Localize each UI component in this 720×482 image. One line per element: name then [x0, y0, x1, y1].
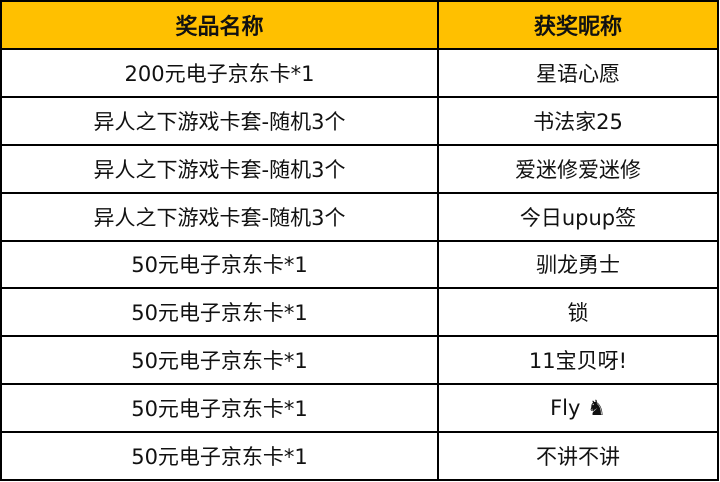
- prize-name-cell: 50元电子京东卡*1: [0, 239, 439, 290]
- table-row: 异人之下游戏卡套-随机3个 爱迷修爱迷修: [0, 143, 719, 194]
- table-row: 50元电子京东卡*1 11宝贝呀!: [0, 335, 719, 386]
- prize-name-cell: 50元电子京东卡*1: [0, 383, 439, 433]
- table-row: 200元电子京东卡*1 星语心愿: [0, 48, 719, 98]
- header-prize-name: 奖品名称: [0, 0, 439, 50]
- table-row: 50元电子京东卡*1 不讲不讲: [0, 431, 719, 481]
- table-row: 50元电子京东卡*1 锁: [0, 287, 719, 338]
- prize-name-cell: 异人之下游戏卡套-随机3个: [0, 143, 439, 194]
- winner-nickname-cell: 爱迷修爱迷修: [437, 143, 719, 194]
- winner-nickname-cell: 星语心愿: [437, 48, 719, 98]
- prize-name-cell: 异人之下游戏卡套-随机3个: [0, 95, 439, 146]
- prize-name-cell: 50元电子京东卡*1: [0, 335, 439, 386]
- prize-name-cell: 200元电子京东卡*1: [0, 48, 439, 98]
- winner-nickname-cell: 不讲不讲: [437, 431, 719, 481]
- table-row: 50元电子京东卡*1 驯龙勇士: [0, 239, 719, 290]
- winner-nickname-cell: 11宝贝呀!: [437, 335, 719, 386]
- winner-nickname-cell: 锁: [437, 287, 719, 338]
- prize-name-cell: 50元电子京东卡*1: [0, 287, 439, 338]
- winner-nickname-cell: 今日upup签: [437, 191, 719, 242]
- table-row: 异人之下游戏卡套-随机3个 书法家25: [0, 95, 719, 146]
- header-row: 奖品名称 获奖昵称: [0, 0, 719, 50]
- table-row: 50元电子京东卡*1 Fly ♞: [0, 383, 719, 433]
- winner-nickname-cell: 书法家25: [437, 95, 719, 146]
- table-row: 异人之下游戏卡套-随机3个 今日upup签: [0, 191, 719, 242]
- winner-nickname-cell: 驯龙勇士: [437, 239, 719, 290]
- winner-nickname-cell: Fly ♞: [437, 383, 719, 433]
- prize-name-cell: 50元电子京东卡*1: [0, 431, 439, 481]
- header-winner-nickname: 获奖昵称: [437, 0, 719, 50]
- prize-name-cell: 异人之下游戏卡套-随机3个: [0, 191, 439, 242]
